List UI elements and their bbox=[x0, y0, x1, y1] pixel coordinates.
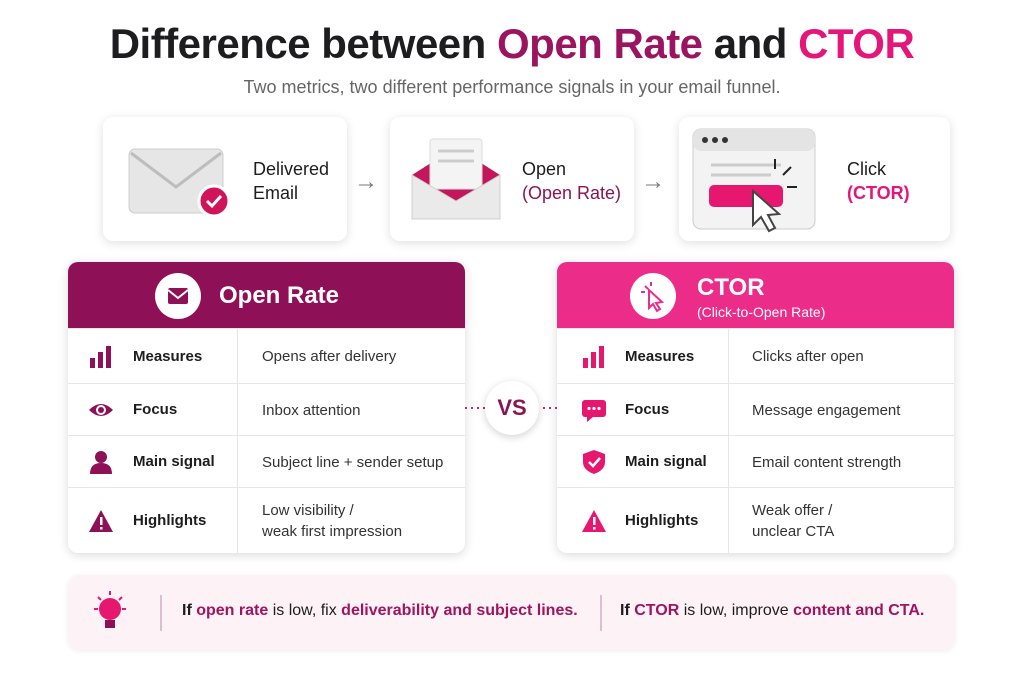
text: Clicks after open bbox=[752, 348, 864, 365]
vs-badge: VS bbox=[485, 381, 539, 435]
text: Open bbox=[522, 159, 567, 179]
subtitle: Two metrics, two different performance s… bbox=[243, 77, 781, 97]
title-part: and bbox=[713, 20, 788, 67]
arrow: → bbox=[354, 168, 378, 195]
tip-text: CTOR bbox=[634, 602, 680, 619]
row-label: Measures bbox=[625, 347, 695, 365]
row-icon bbox=[89, 510, 113, 532]
title-part: Difference between bbox=[109, 20, 487, 67]
divider bbox=[160, 595, 162, 631]
funnel-label: Click (CTOR) bbox=[847, 157, 910, 205]
row-label: Measures bbox=[133, 347, 203, 365]
row-icon bbox=[583, 345, 604, 368]
divider bbox=[600, 595, 602, 631]
tip-text: is low, improve bbox=[683, 602, 789, 619]
tip: If CTOR is low, improve content and CTA. bbox=[620, 602, 924, 620]
text: Low visibility / bbox=[262, 502, 354, 519]
tip-text: content and CTA. bbox=[793, 602, 925, 619]
card-icon bbox=[630, 273, 676, 319]
row-value: Inbox attention bbox=[262, 400, 360, 421]
card-header: Open Rate bbox=[68, 262, 465, 328]
card-header: CTOR (Click-to-Open Rate) bbox=[557, 262, 954, 328]
funnel-step: Open (Open Rate) bbox=[390, 117, 634, 241]
text: weak first impression bbox=[262, 523, 403, 540]
row-value: Message engagement bbox=[752, 400, 900, 421]
table-row: Main signal Subject line + sender setup bbox=[68, 435, 465, 488]
text: Inbox attention bbox=[262, 401, 361, 419]
tips-panel: If open rate is low, fix deliverability … bbox=[68, 575, 955, 650]
text: (CTOR) bbox=[847, 183, 910, 203]
row-value: Clicks after open bbox=[752, 346, 864, 367]
text: Subject line + sender setup bbox=[262, 453, 444, 471]
card-subtitle: (Click-to-Open Rate) bbox=[697, 304, 826, 320]
row-value: Low visibility / weak first impression bbox=[262, 500, 402, 542]
row-value: Email content strength bbox=[752, 452, 901, 473]
title: Difference between Open Rate and CTOR bbox=[0, 20, 1024, 68]
tip: If open rate is low, fix deliverability … bbox=[182, 602, 578, 620]
row-icon bbox=[582, 510, 606, 532]
row-value: Subject line + sender setup bbox=[262, 452, 443, 473]
row-icon bbox=[90, 451, 112, 474]
table-row: Measures Opens after delivery bbox=[68, 328, 465, 384]
text: Click bbox=[847, 159, 886, 179]
card-title: Open Rate bbox=[219, 282, 340, 309]
tip-text: If bbox=[620, 602, 630, 619]
tip-text: deliverability and subject lines. bbox=[341, 602, 578, 619]
tip-text: open rate bbox=[196, 602, 269, 619]
funnel-label: Open (Open Rate) bbox=[522, 157, 621, 205]
column-divider bbox=[237, 436, 238, 488]
table-row: Focus Message engagement bbox=[557, 383, 954, 436]
row-icon bbox=[90, 345, 111, 368]
text: Email bbox=[253, 183, 299, 203]
funnel-label: Delivered Email bbox=[253, 157, 329, 205]
open-envelope-icon bbox=[411, 138, 501, 220]
row-icon bbox=[582, 400, 606, 422]
arrow: → bbox=[641, 168, 665, 195]
tip-text: is low, fix bbox=[272, 602, 337, 619]
column-divider bbox=[237, 488, 238, 553]
column-divider bbox=[728, 436, 729, 488]
text: unclear CTA bbox=[752, 523, 835, 540]
row-label: Main signal bbox=[625, 453, 707, 470]
title-part: CTOR bbox=[798, 20, 915, 67]
card-title: CTOR bbox=[697, 274, 765, 301]
column-divider bbox=[728, 384, 729, 436]
row-value: Opens after delivery bbox=[262, 346, 396, 367]
text: Opens after delivery bbox=[262, 348, 397, 365]
row-label: Main signal bbox=[133, 453, 215, 470]
row-value: Weak offer / unclear CTA bbox=[752, 500, 834, 542]
text: Delivered bbox=[253, 159, 330, 179]
column-divider bbox=[728, 329, 729, 384]
row-label: Focus bbox=[625, 401, 670, 418]
title-part: Open Rate bbox=[497, 20, 703, 67]
tip-text: If bbox=[182, 602, 192, 619]
funnel-step: Delivered Email bbox=[103, 117, 347, 241]
column-divider bbox=[728, 488, 729, 553]
text: Email content strength bbox=[752, 453, 902, 471]
text: (Open Rate) bbox=[522, 183, 622, 203]
row-label: Highlights bbox=[133, 512, 207, 529]
row-icon bbox=[89, 404, 113, 416]
column-divider bbox=[237, 329, 238, 384]
table-row: Highlights Weak offer / unclear CTA bbox=[557, 487, 954, 553]
envelope-icon bbox=[128, 148, 231, 218]
bulb-icon bbox=[94, 591, 126, 628]
card: Open Rate Measures Opens after delivery Fo… bbox=[68, 262, 465, 553]
row-icon bbox=[583, 450, 605, 474]
card: CTOR (Click-to-Open Rate) Measures Clicks… bbox=[557, 262, 954, 553]
table-row: Main signal Email content strength bbox=[557, 435, 954, 488]
table-row: Focus Inbox attention bbox=[68, 383, 465, 436]
table-row: Measures Clicks after open bbox=[557, 328, 954, 384]
column-divider bbox=[237, 384, 238, 436]
table-row: Highlights Low visibility / weak first imp… bbox=[68, 487, 465, 553]
row-label: Focus bbox=[133, 401, 178, 418]
text: Message engagement bbox=[752, 401, 901, 419]
funnel-step: Click (CTOR) bbox=[679, 117, 950, 241]
row-label: Highlights bbox=[625, 512, 699, 529]
text: Weak offer / bbox=[752, 502, 833, 519]
browser-click-icon bbox=[692, 128, 816, 233]
card-icon bbox=[155, 273, 201, 319]
